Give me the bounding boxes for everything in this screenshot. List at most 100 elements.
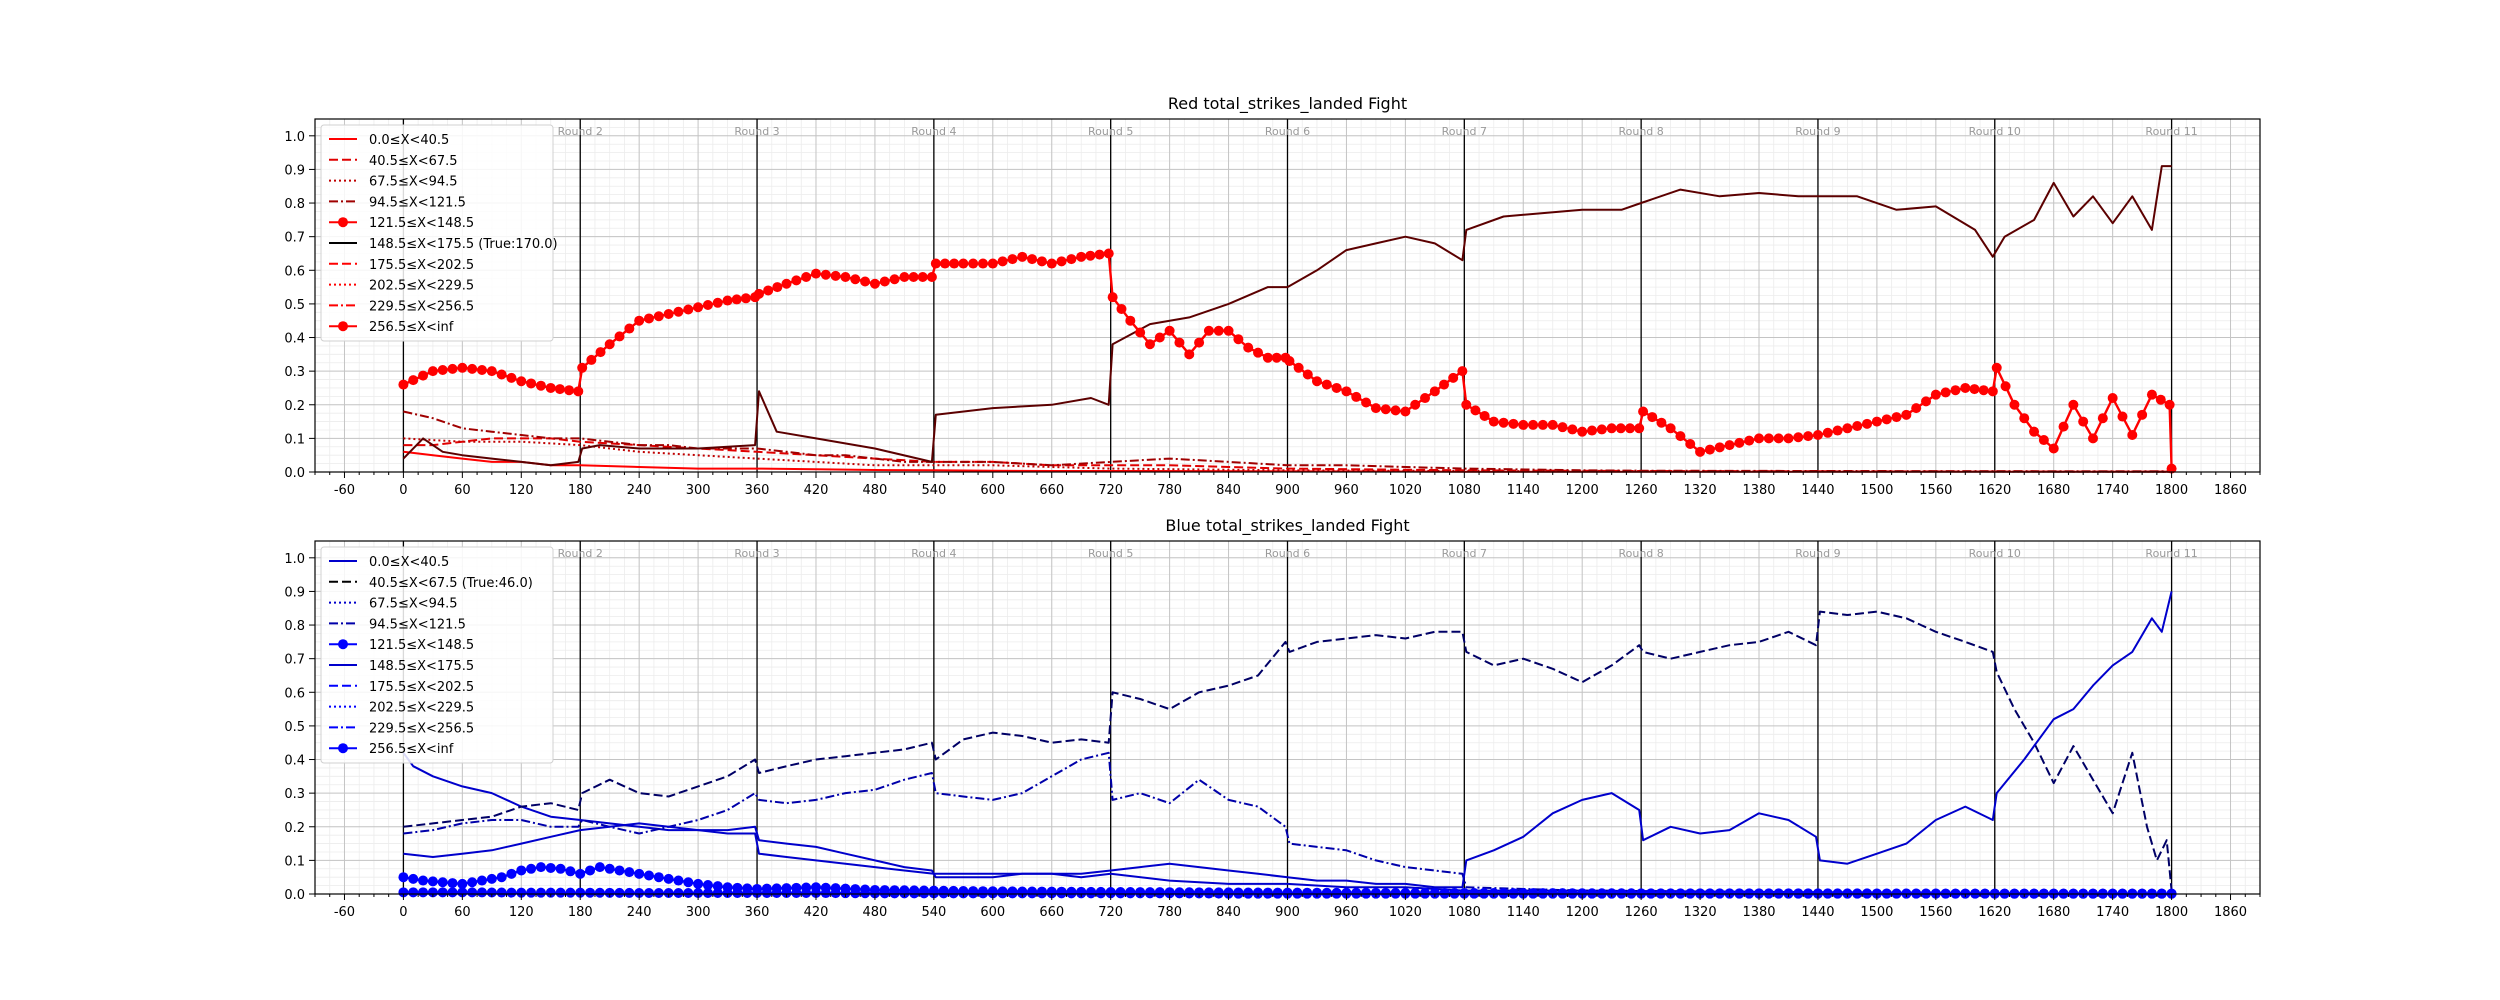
blue-series-marker-9 bbox=[997, 888, 1008, 899]
blue-round-label: Round 10 bbox=[1969, 547, 2021, 560]
blue-legend-box bbox=[320, 546, 554, 764]
red-y-tick-label: 0.5 bbox=[284, 298, 305, 313]
blue-series-marker-4 bbox=[643, 870, 654, 881]
red-x-tick-label: 840 bbox=[1216, 483, 1241, 498]
red-series-marker-9 bbox=[673, 306, 684, 317]
red-series-marker-9 bbox=[2058, 421, 2069, 432]
red-x-tick-label: -60 bbox=[334, 483, 355, 498]
red-series-marker-9 bbox=[1508, 418, 1519, 429]
blue-series-line-1 bbox=[403, 610, 2173, 891]
red-series-marker-9 bbox=[754, 288, 765, 299]
red-x-tick-label: 420 bbox=[804, 483, 829, 498]
red-series-marker-9 bbox=[457, 362, 468, 373]
red-series-marker-9 bbox=[1783, 433, 1794, 444]
red-series-marker-9 bbox=[1921, 396, 1932, 407]
red-series-marker-9 bbox=[850, 274, 861, 285]
red-series-marker-9 bbox=[1233, 334, 1244, 345]
blue-series-marker-9 bbox=[840, 888, 851, 899]
red-series-marker-9 bbox=[577, 362, 588, 373]
red-series-marker-9 bbox=[930, 258, 941, 269]
blue-series-marker-4 bbox=[594, 862, 605, 873]
red-series-marker-9 bbox=[1125, 315, 1136, 326]
red-series-marker-9 bbox=[418, 370, 429, 381]
blue-series-marker-9 bbox=[1046, 888, 1057, 899]
red-series-marker-9 bbox=[1341, 386, 1352, 397]
blue-round-lines: Round 2 Round 3 Round 4 Round 5 Round 6 Round… bbox=[402, 541, 2198, 894]
red-x-tick-label: 480 bbox=[863, 483, 888, 498]
red-series-marker-9 bbox=[2029, 426, 2040, 437]
blue-series-marker-4 bbox=[496, 872, 507, 883]
red-series-marker-9 bbox=[1284, 356, 1295, 367]
red-series-marker-9 bbox=[2166, 463, 2177, 474]
red-legend-label: 202.5≤X<229.5 bbox=[369, 279, 474, 294]
blue-x-tick-label: 1020 bbox=[1389, 905, 1422, 920]
red-x-tick-label: 0 bbox=[399, 483, 407, 498]
blue-round-label: Round 2 bbox=[558, 547, 603, 560]
red-ticks: -60 0 60 120 180 240 300 360 420 480 540 600 660 720 7… bbox=[284, 130, 2261, 498]
red-series-marker-9 bbox=[1321, 379, 1332, 390]
blue-series-marker-9 bbox=[565, 887, 576, 898]
red-series-marker-9 bbox=[604, 339, 615, 350]
blue-series-marker-9 bbox=[860, 888, 871, 899]
red-x-tick-label: 1140 bbox=[1507, 483, 1540, 498]
blue-series-marker-4 bbox=[486, 873, 497, 884]
red-series-marker-9 bbox=[693, 302, 704, 313]
blue-series-marker-9 bbox=[919, 888, 930, 899]
blue-series-marker-4 bbox=[418, 875, 429, 886]
blue-series-marker-9 bbox=[1135, 888, 1146, 899]
blue-x-tick-label: 1320 bbox=[1684, 905, 1717, 920]
red-series-marker-9 bbox=[408, 375, 419, 386]
red-series-marker-9 bbox=[595, 347, 606, 358]
red-series-marker-9 bbox=[1842, 423, 1853, 434]
blue-series-marker-9 bbox=[801, 887, 812, 898]
blue-series-marker-9 bbox=[909, 888, 920, 899]
blue-x-tick-label: 480 bbox=[863, 905, 888, 920]
red-x-tick-label: 1860 bbox=[2214, 483, 2247, 498]
blue-series-marker-9 bbox=[545, 887, 556, 898]
blue-series-marker-9 bbox=[781, 887, 792, 898]
red-x-tick-label: 60 bbox=[454, 483, 471, 498]
red-series-marker-9 bbox=[1714, 442, 1725, 453]
blue-series-marker-9 bbox=[977, 888, 988, 899]
red-series-marker-9 bbox=[879, 276, 890, 287]
blue-x-tick-label: 1860 bbox=[2214, 905, 2247, 920]
red-series-marker-9 bbox=[447, 363, 458, 374]
red-series-marker-9 bbox=[1036, 256, 1047, 267]
red-round-label: Round 10 bbox=[1969, 125, 2021, 138]
blue-series-marker-9 bbox=[624, 887, 635, 898]
red-series-marker-9 bbox=[1734, 437, 1745, 448]
red-series-marker-9 bbox=[820, 269, 831, 280]
red-series-marker-9 bbox=[1174, 337, 1185, 348]
red-series-marker-9 bbox=[860, 276, 871, 287]
red-series-marker-9 bbox=[2009, 399, 2020, 410]
blue-series-marker-4 bbox=[712, 881, 723, 892]
red-series-marker-9 bbox=[614, 331, 625, 342]
blue-series-marker-4 bbox=[702, 880, 713, 891]
red-series-marker-9 bbox=[1293, 362, 1304, 373]
red-y-tick-label: 0.6 bbox=[284, 264, 305, 279]
red-series-marker-9 bbox=[1625, 423, 1636, 434]
blue-series-marker-9 bbox=[820, 888, 831, 899]
blue-series-marker-9 bbox=[663, 887, 674, 898]
red-series-marker-9 bbox=[958, 258, 969, 269]
red-legend-label: 256.5≤X<inf bbox=[369, 320, 454, 335]
red-series-marker-9 bbox=[1194, 337, 1205, 348]
red-x-tick-label: 1620 bbox=[1978, 483, 2011, 498]
blue-series-marker-4 bbox=[427, 876, 438, 887]
red-series bbox=[398, 165, 2177, 474]
red-series-marker-9 bbox=[1518, 419, 1529, 430]
red-series-marker-9 bbox=[437, 365, 448, 376]
red-y-tick-label: 0.2 bbox=[284, 399, 305, 414]
red-series-marker-9 bbox=[2088, 433, 2099, 444]
red-series-marker-9 bbox=[1380, 404, 1391, 415]
blue-series-marker-9 bbox=[1036, 888, 1047, 899]
red-x-tick-label: 600 bbox=[980, 483, 1005, 498]
red-series-marker-9 bbox=[467, 363, 478, 374]
blue-series-marker-4 bbox=[555, 863, 566, 874]
red-series-marker-9 bbox=[1076, 251, 1087, 262]
blue-series-marker-4 bbox=[575, 868, 586, 879]
blue-x-tick-label: 1440 bbox=[1801, 905, 1834, 920]
red-series-marker-9 bbox=[731, 294, 742, 305]
red-series-marker-9 bbox=[1803, 431, 1814, 442]
blue-legend-label: 202.5≤X<229.5 bbox=[369, 701, 474, 716]
